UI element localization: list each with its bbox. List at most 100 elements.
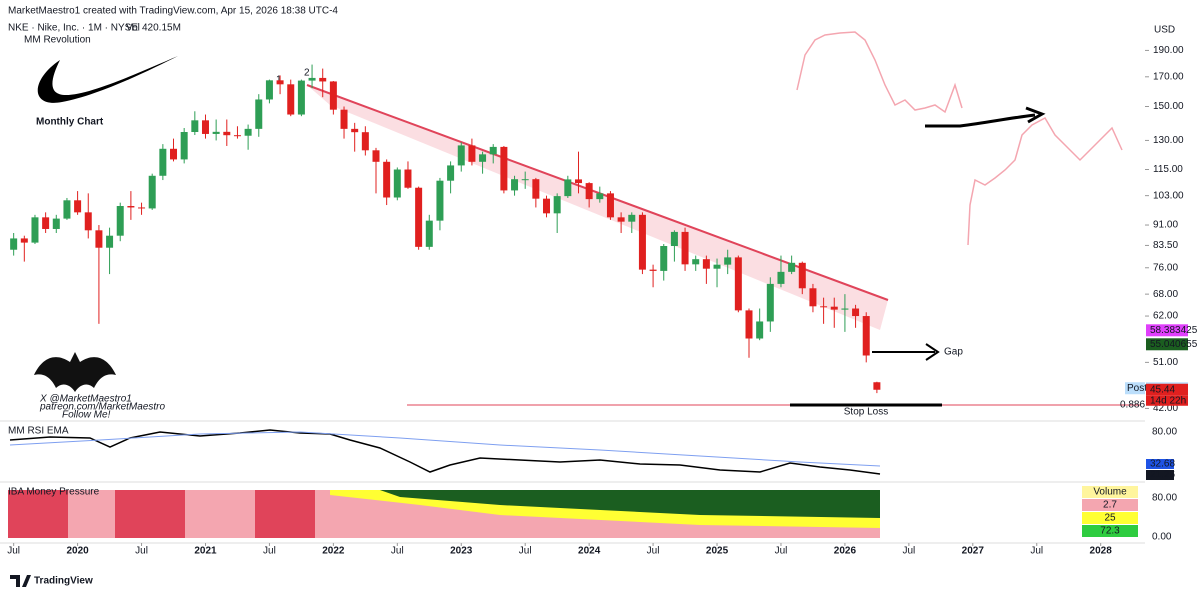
header: MarketMaestro1 created with TradingView.…	[8, 6, 338, 17]
candle-body	[447, 165, 455, 181]
candle-body	[340, 109, 348, 129]
candle-body	[553, 196, 561, 214]
price-tag	[1146, 324, 1188, 337]
stop-label: Stop Loss	[844, 407, 888, 418]
money-area	[115, 490, 185, 538]
x-tick-label: Jul	[902, 546, 915, 557]
candle-body	[212, 131, 220, 134]
candle-body	[159, 148, 167, 176]
candle-body	[841, 308, 849, 310]
candle-body	[692, 259, 700, 265]
price-tag	[1146, 383, 1188, 396]
candle-body	[617, 217, 625, 222]
countdown: 14d 22h	[1150, 395, 1186, 406]
candle-body	[127, 206, 135, 208]
candle-body	[276, 80, 284, 85]
money-title: IBA Money Pressure	[8, 487, 100, 498]
legend-swatch	[1082, 499, 1138, 511]
trend-band	[307, 85, 888, 330]
candle-body	[734, 257, 742, 311]
logo	[37, 56, 178, 103]
footer-logo	[10, 575, 31, 587]
x-tick-label: 2023	[450, 546, 473, 557]
x-tick-label: 2027	[962, 546, 985, 557]
watermark-follow: Follow Me!	[62, 410, 111, 421]
candle-body	[265, 80, 273, 100]
candle-body	[170, 148, 178, 160]
price-tag-label: 55.040655	[1150, 339, 1198, 350]
candle-body	[766, 283, 774, 322]
legend-label: Volume	[1093, 487, 1127, 498]
y-tick-label: 190.00	[1153, 45, 1184, 56]
candle-body	[628, 214, 636, 222]
watermark-logo	[34, 352, 116, 392]
y-tick-label: 115.00	[1153, 164, 1183, 175]
gap-label: Gap	[944, 347, 963, 358]
candle-body	[809, 288, 817, 307]
candle-body	[116, 206, 124, 236]
candle-body	[319, 77, 327, 82]
candle-body	[756, 321, 764, 339]
candle-body	[287, 84, 295, 115]
candle-body	[820, 306, 828, 308]
candle-body	[425, 220, 433, 247]
projection-arrow	[925, 106, 1046, 128]
candle-body	[297, 80, 305, 115]
price-tag	[1125, 382, 1145, 395]
candle-body	[191, 120, 199, 133]
price-tag	[1146, 338, 1188, 351]
legend-label: 72.3	[1100, 526, 1120, 537]
candle-body	[63, 200, 71, 219]
candle-body	[596, 193, 604, 200]
candle-body	[638, 214, 646, 270]
candle-body	[372, 150, 380, 162]
fib-label: 0.886	[1120, 400, 1145, 411]
candle-body	[468, 145, 476, 162]
volume-label: Vol	[126, 23, 140, 34]
candle-body	[681, 231, 689, 265]
candle-body	[95, 230, 103, 248]
candle-body	[457, 145, 465, 166]
candle-body	[585, 183, 593, 200]
x-tick-label: Jul	[647, 546, 660, 557]
x-tick-label: Jul	[1030, 546, 1043, 557]
money-area	[255, 490, 315, 538]
candle-body	[383, 161, 391, 198]
candle-body	[20, 238, 28, 243]
y-tick-label: 91.00	[1153, 220, 1178, 231]
candle-body	[873, 382, 881, 390]
projection	[967, 116, 1123, 246]
candle-body	[180, 132, 188, 160]
watermark-site: patreon.com/MarketMaestro	[39, 402, 165, 413]
x-tick-label: 2025	[706, 546, 729, 557]
candle-body	[479, 154, 487, 162]
candle-body	[543, 198, 551, 214]
legend-swatch	[1082, 512, 1138, 524]
peak-label: 2	[304, 68, 310, 79]
peak-label: 1	[276, 75, 282, 86]
candle-body	[42, 217, 50, 229]
rsi-title: MM RSI EMA	[8, 426, 69, 437]
y-tick-label: 42.00	[1153, 403, 1178, 414]
candle-body	[788, 262, 796, 272]
volume: 420.15M	[142, 23, 181, 34]
y-tick-label: 170.00	[1153, 71, 1184, 82]
x-tick-label: 2024	[578, 546, 601, 557]
symbol: NKE · Nike, Inc. · 1M · NYSE	[8, 23, 138, 34]
candle-body	[361, 132, 369, 151]
candle-body	[404, 169, 412, 188]
x-tick-label: 2028	[1090, 546, 1113, 557]
rsi-line	[9, 429, 881, 475]
y-tick-label: 103.00	[1153, 190, 1184, 201]
candle-body	[308, 77, 316, 81]
candle-body	[670, 231, 678, 247]
y-tick-label: 68.00	[1153, 289, 1178, 300]
candle-body	[702, 259, 710, 269]
x-tick-label: Jul	[775, 546, 788, 557]
candle-body	[649, 269, 657, 271]
candle-body	[329, 81, 337, 110]
x-tick-label: 2022	[322, 546, 345, 557]
candle-body	[798, 262, 806, 289]
candle-body	[138, 207, 146, 209]
